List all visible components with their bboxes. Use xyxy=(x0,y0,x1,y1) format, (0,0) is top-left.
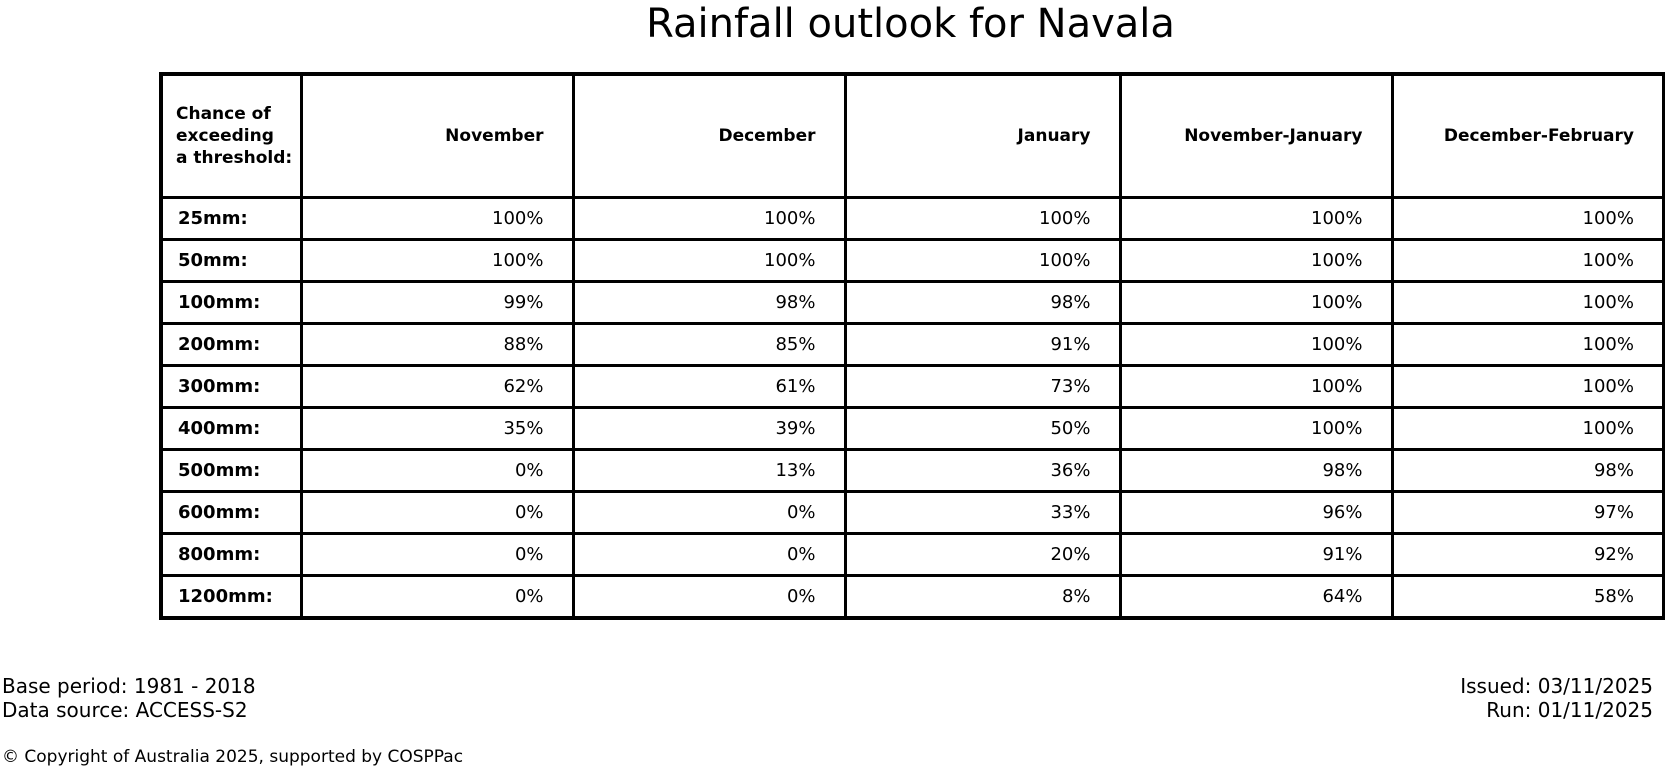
row-label-1200mm: 1200mm: xyxy=(159,574,303,620)
cell-value: 100% xyxy=(299,196,575,241)
cell-value: 88% xyxy=(299,322,575,367)
cell-value: 0% xyxy=(299,574,575,620)
cell-value: 100% xyxy=(1390,238,1665,283)
row-label-600mm: 600mm: xyxy=(159,490,303,535)
cell-value: 100% xyxy=(299,238,575,283)
row-label-200mm: 200mm: xyxy=(159,322,303,367)
cell-value: 20% xyxy=(843,532,1122,577)
cell-value: 100% xyxy=(571,196,847,241)
cell-value: 98% xyxy=(843,280,1122,325)
base-period-text: Base period: 1981 - 2018 xyxy=(2,674,256,698)
table-row: 100mm: 99% 98% 98% 100% 100% xyxy=(159,280,1665,325)
cell-value: 100% xyxy=(1118,280,1394,325)
cell-value: 100% xyxy=(843,196,1122,241)
copyright-text: © Copyright of Australia 2025, supported… xyxy=(2,747,464,767)
corner-header-chance-of-exceeding: Chance of exceeding a threshold: xyxy=(159,72,303,199)
cell-value: 91% xyxy=(843,322,1122,367)
table-row: 50mm: 100% 100% 100% 100% 100% xyxy=(159,238,1665,283)
cell-value: 36% xyxy=(843,448,1122,493)
column-header-november: November xyxy=(299,72,575,199)
cell-value: 100% xyxy=(1118,238,1394,283)
cell-value: 100% xyxy=(1118,364,1394,409)
row-label-400mm: 400mm: xyxy=(159,406,303,451)
cell-value: 62% xyxy=(299,364,575,409)
cell-value: 35% xyxy=(299,406,575,451)
run-date-text: Run: 01/11/2025 xyxy=(1486,698,1653,722)
cell-value: 98% xyxy=(1118,448,1394,493)
cell-value: 61% xyxy=(571,364,847,409)
cell-value: 92% xyxy=(1390,532,1665,577)
table-row: 500mm: 0% 13% 36% 98% 98% xyxy=(159,448,1665,493)
cell-value: 100% xyxy=(843,238,1122,283)
cell-value: 0% xyxy=(571,574,847,620)
cell-value: 0% xyxy=(571,490,847,535)
footer-right-block: Issued: 03/11/2025 Run: 01/11/2025 xyxy=(1460,674,1653,722)
table-row: 200mm: 88% 85% 91% 100% 100% xyxy=(159,322,1665,367)
cell-value: 96% xyxy=(1118,490,1394,535)
rainfall-outlook-table: Chance of exceeding a threshold: Novembe… xyxy=(159,72,1665,620)
column-header-november-january: November-January xyxy=(1118,72,1394,199)
cell-value: 91% xyxy=(1118,532,1394,577)
cell-value: 99% xyxy=(299,280,575,325)
cell-value: 100% xyxy=(1118,322,1394,367)
table-row: 25mm: 100% 100% 100% 100% 100% xyxy=(159,196,1665,241)
cell-value: 100% xyxy=(1390,406,1665,451)
table-row: 800mm: 0% 0% 20% 91% 92% xyxy=(159,532,1665,577)
footer-left-block: Base period: 1981 - 2018 Data source: AC… xyxy=(2,674,256,722)
cell-value: 73% xyxy=(843,364,1122,409)
table-header-row: Chance of exceeding a threshold: Novembe… xyxy=(159,72,1665,199)
row-label-800mm: 800mm: xyxy=(159,532,303,577)
cell-value: 85% xyxy=(571,322,847,367)
cell-value: 100% xyxy=(1118,406,1394,451)
cell-value: 58% xyxy=(1390,574,1665,620)
cell-value: 33% xyxy=(843,490,1122,535)
cell-value: 98% xyxy=(571,280,847,325)
cell-value: 100% xyxy=(571,238,847,283)
cell-value: 64% xyxy=(1118,574,1394,620)
table-row: 400mm: 35% 39% 50% 100% 100% xyxy=(159,406,1665,451)
data-source-text: Data source: ACCESS-S2 xyxy=(2,698,248,722)
table-row: 300mm: 62% 61% 73% 100% 100% xyxy=(159,364,1665,409)
row-label-500mm: 500mm: xyxy=(159,448,303,493)
cell-value: 100% xyxy=(1390,364,1665,409)
cell-value: 100% xyxy=(1390,280,1665,325)
cell-value: 100% xyxy=(1118,196,1394,241)
page-title: Rainfall outlook for Navala xyxy=(646,1,1175,47)
row-label-50mm: 50mm: xyxy=(159,238,303,283)
table-row: 1200mm: 0% 0% 8% 64% 58% xyxy=(159,574,1665,620)
cell-value: 13% xyxy=(571,448,847,493)
cell-value: 50% xyxy=(843,406,1122,451)
column-header-december: December xyxy=(571,72,847,199)
cell-value: 100% xyxy=(1390,196,1665,241)
cell-value: 0% xyxy=(299,532,575,577)
row-label-300mm: 300mm: xyxy=(159,364,303,409)
table-row: 600mm: 0% 0% 33% 96% 97% xyxy=(159,490,1665,535)
cell-value: 0% xyxy=(571,532,847,577)
cell-value: 39% xyxy=(571,406,847,451)
row-label-25mm: 25mm: xyxy=(159,196,303,241)
column-header-december-february: December-February xyxy=(1390,72,1665,199)
cell-value: 97% xyxy=(1390,490,1665,535)
cell-value: 0% xyxy=(299,490,575,535)
row-label-100mm: 100mm: xyxy=(159,280,303,325)
column-header-january: January xyxy=(843,72,1122,199)
issued-date-text: Issued: 03/11/2025 xyxy=(1460,674,1653,698)
cell-value: 100% xyxy=(1390,322,1665,367)
cell-value: 98% xyxy=(1390,448,1665,493)
cell-value: 8% xyxy=(843,574,1122,620)
cell-value: 0% xyxy=(299,448,575,493)
